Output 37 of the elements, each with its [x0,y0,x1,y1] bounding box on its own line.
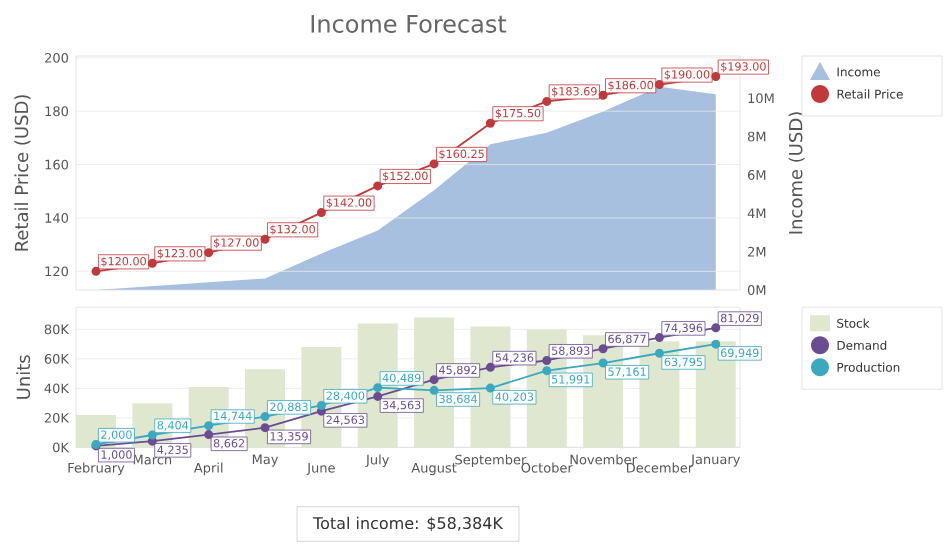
point [598,358,608,368]
point [429,385,439,395]
point [373,391,383,401]
point [429,159,439,169]
point [485,118,495,128]
point [204,248,214,258]
point [654,80,664,90]
point [373,181,383,191]
point [260,234,270,244]
point [542,366,552,376]
point [147,258,157,268]
point [91,266,101,276]
point [204,430,214,440]
point [204,421,214,431]
point [654,333,664,343]
point [598,90,608,100]
point [711,323,721,333]
point [260,412,270,422]
point [711,72,721,82]
point [485,362,495,372]
point [485,383,495,393]
point [316,208,326,218]
point [316,400,326,410]
point [147,430,157,440]
y-axis-title: Retail Price (USD) [14,95,31,251]
chart-title: Income Forecast [311,15,507,33]
point [429,375,439,385]
point [542,96,552,106]
point [654,348,664,358]
point [373,383,383,393]
point [711,339,721,349]
point [598,344,608,354]
text: Total income: $58,384K [313,516,504,532]
point [260,423,270,433]
y2-axis-title: Income (USD) [788,112,805,234]
point [542,355,552,365]
y-axis-title: Units [16,355,31,399]
